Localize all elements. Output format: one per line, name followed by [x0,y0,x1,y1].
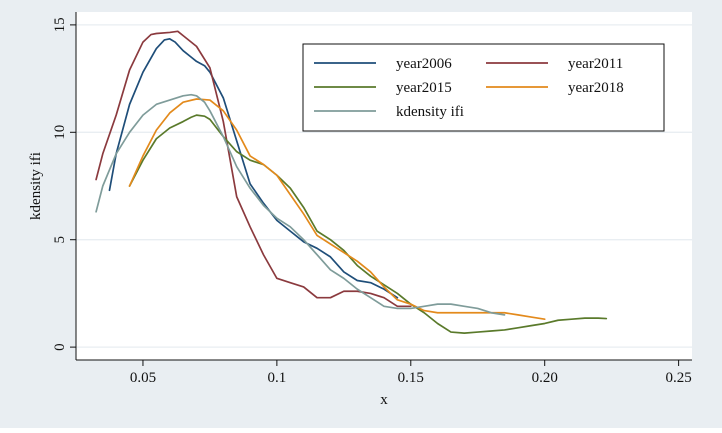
legend: year2006 year2011 year2015 year2018 kdensity… [302,43,665,132]
y-axis-title: kdensity ifi [28,152,44,220]
x-tick-label-0: 0.05 [130,370,156,386]
legend-label-year2011: year2011 [568,56,623,72]
series-line-year2006 [108,38,399,299]
legend-label-year2018: year2018 [568,80,624,96]
legend-label-year2015: year2015 [396,80,452,96]
y-tick-label-3: 15 [52,17,68,32]
axis-layer [75,12,692,361]
x-tick-label-2: 0.15 [398,370,424,386]
y-tick-label-2: 10 [52,125,68,140]
x-tick-label-3: 0.20 [532,370,558,386]
x-axis-title: x [380,392,388,408]
x-tick-label-1: 0.1 [267,370,286,386]
series-line-year2018 [128,98,546,321]
series-line-year2011 [95,30,412,308]
grid-layer [76,24,692,348]
legend-label-kdensity-ifi: kdensity ifi [396,104,464,120]
series-layer [95,30,608,334]
series-line-year2015 [128,114,608,334]
x-tick-label-4: 0.25 [665,370,691,386]
x-ticks: 0.05 0.1 0.15 0.20 0.25 [130,360,692,386]
y-ticks: 0 5 10 15 [52,17,76,351]
series-line-kdensity-ifi [95,93,506,316]
legend-label-year2006: year2006 [396,56,452,72]
y-tick-label-1: 5 [52,236,68,244]
y-tick-label-0: 0 [52,343,68,351]
